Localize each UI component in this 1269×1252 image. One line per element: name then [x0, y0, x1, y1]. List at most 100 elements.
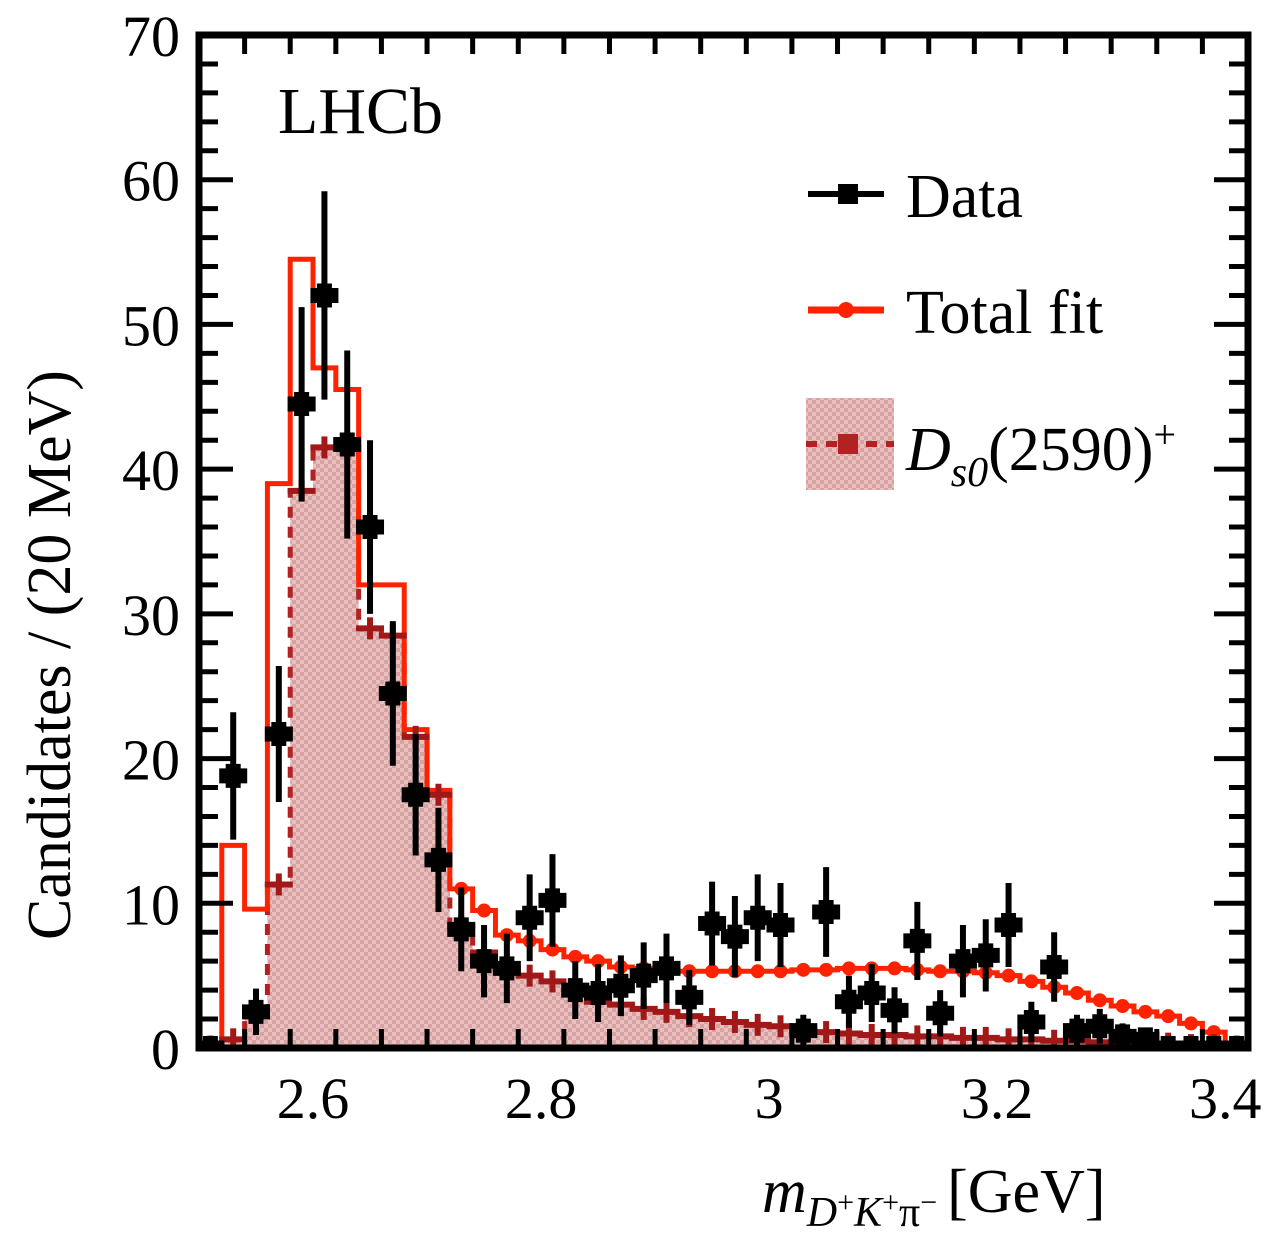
- xlab-sub-K: K: [853, 1190, 884, 1236]
- y-tick-label: 30: [122, 583, 180, 648]
- total-fit-point: [796, 962, 811, 977]
- legend-entry-data[interactable]: Data: [808, 163, 1023, 231]
- x-tick-label: 2.6: [277, 1066, 350, 1131]
- data-point: [1199, 1036, 1228, 1048]
- leg-ds0-D: D: [905, 416, 951, 484]
- x-tick-label: 2.8: [505, 1066, 578, 1131]
- y-tick-label: 0: [151, 1017, 180, 1082]
- data-point: [424, 807, 453, 912]
- y-axis-label: Candidates / (20 MeV): [16, 370, 84, 940]
- total-fit-point: [1138, 1004, 1153, 1019]
- data-point: [698, 881, 727, 966]
- x-axis-label: mD+K+π− [GeV]: [762, 1158, 1106, 1236]
- data-point: [834, 975, 863, 1028]
- xlab-sub-Ksup: +: [882, 1186, 899, 1219]
- total-fit-point: [1183, 1016, 1198, 1031]
- total-fit-point: [933, 964, 948, 979]
- ds0-signal-point: [356, 617, 385, 640]
- lhcb-annotation: LHCb: [278, 75, 443, 148]
- axis-tick-labels: 2.6 2.8 3 3.2 3.4 0 10 20 30 40 50 60 70: [122, 4, 1261, 1131]
- xlab-m: m: [762, 1158, 807, 1226]
- xlab-sub-Dsup: +: [837, 1186, 854, 1219]
- legend-label-total-fit: Total fit: [906, 279, 1103, 347]
- data-point: [675, 969, 704, 1025]
- total-fit-point: [1092, 993, 1107, 1008]
- total-fit-point: [591, 954, 606, 969]
- data-point: [356, 440, 385, 614]
- data-point: [1040, 932, 1069, 1002]
- data-point: [1154, 1036, 1183, 1048]
- total-fit-point: [1206, 1025, 1221, 1040]
- legend-label-data: Data: [906, 163, 1023, 231]
- y-tick-label: 40: [122, 438, 180, 503]
- data-point: [994, 883, 1023, 967]
- data-point: [880, 987, 909, 1034]
- x-axis-label-text: mD+K+π− [GeV]: [762, 1158, 1106, 1236]
- data-point: [242, 988, 271, 1035]
- total-fit-point: [773, 964, 788, 979]
- legend-ds0-marker: [838, 434, 858, 454]
- ds0-signal-fill: [199, 447, 1248, 1048]
- ds0-signal-point: [264, 873, 293, 896]
- data-point: [199, 1036, 225, 1048]
- legend: Data Total fit Ds0(2590)+: [806, 163, 1176, 496]
- total-fit-point: [1024, 974, 1039, 989]
- data-point: [538, 854, 567, 947]
- legend-entry-ds0[interactable]: Ds0(2590)+: [806, 398, 1176, 496]
- data-point: [492, 933, 521, 1004]
- total-fit-point: [705, 964, 720, 979]
- y-tick-label: 20: [122, 728, 180, 793]
- data-point: [1176, 1036, 1205, 1048]
- data-point: [333, 350, 362, 539]
- data-point: [264, 665, 293, 802]
- data-point: [1017, 1001, 1046, 1043]
- legend-fit-marker: [838, 302, 854, 318]
- data-point: [1222, 1036, 1248, 1048]
- total-fit-point: [750, 964, 765, 979]
- total-fit-point: [1001, 968, 1016, 983]
- ds0-signal-point: [538, 970, 567, 993]
- series-layer: [199, 191, 1248, 1048]
- y-tick-label: 70: [122, 4, 180, 69]
- total-fit-point: [1115, 999, 1130, 1014]
- data-point: [971, 919, 1000, 992]
- legend-data-marker: [838, 184, 858, 204]
- data-point: [219, 712, 248, 840]
- y-tick-label: 10: [122, 872, 180, 937]
- total-fit-point: [477, 903, 492, 918]
- leg-ds0-sup: +: [1153, 412, 1176, 457]
- xlab-sub-pi: π: [899, 1190, 920, 1236]
- data-point: [766, 883, 795, 967]
- total-fit-point: [1161, 1009, 1176, 1024]
- x-tick-label: 3: [755, 1066, 784, 1131]
- legend-entry-total-fit[interactable]: Total fit: [808, 279, 1103, 347]
- data-point: [720, 896, 749, 978]
- total-fit-point: [1069, 986, 1084, 1001]
- data-point: [447, 887, 476, 972]
- axis-ticks: [196, 32, 1251, 1051]
- ds0-signal-point: [652, 1000, 681, 1023]
- leg-ds0-sub: s0: [951, 450, 988, 496]
- x-tick-label: 3.4: [1189, 1066, 1262, 1131]
- y-tick-label: 50: [122, 293, 180, 358]
- xlab-sub-D: D: [806, 1190, 837, 1236]
- legend-label-ds0: Ds0(2590)+: [905, 412, 1176, 496]
- data-point: [378, 621, 407, 766]
- data-point: [515, 874, 544, 962]
- y-axis-label-text: Candidates / (20 MeV): [16, 370, 84, 940]
- axes-frame: [195, 31, 1252, 1052]
- data-point: [606, 955, 635, 1017]
- data-points-group: [199, 191, 1248, 1048]
- data-point: [401, 733, 430, 856]
- x-tick-label: 3.2: [961, 1066, 1034, 1131]
- data-point: [812, 867, 841, 957]
- xlab-sub-pisup: −: [920, 1186, 937, 1219]
- y-tick-label: 60: [122, 149, 180, 214]
- total-fit-point: [568, 949, 583, 964]
- data-point: [903, 901, 932, 980]
- data-point: [287, 307, 316, 501]
- total-fit-point: [545, 942, 560, 957]
